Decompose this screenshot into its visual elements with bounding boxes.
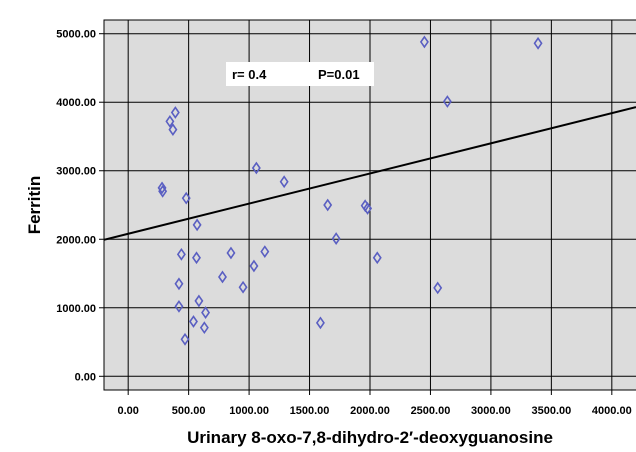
data-point [533,36,543,50]
data-point [315,316,325,330]
data-point [170,106,180,119]
x-tick-label: 0.00 [117,405,138,417]
x-tick-label: 1500.00 [290,405,330,417]
data-point [218,270,227,284]
data-point [199,321,209,335]
data-point [331,232,341,245]
x-axis-title: Urinary 8-oxo-7,8-dihydro-2′-deoxyguanos… [187,428,553,447]
data-point [251,161,261,175]
data-point [158,184,168,198]
data-point [168,123,178,137]
data-points [157,35,543,346]
data-point [194,294,204,308]
data-point [192,218,202,232]
x-tick-label: 4000.00 [592,405,632,417]
x-tick-label: 3500.00 [531,405,571,417]
data-point [188,315,198,328]
data-point [201,306,211,319]
data-point [323,198,333,212]
data-point [174,300,184,313]
data-point [181,191,191,205]
data-point [176,247,186,261]
data-point [433,281,443,295]
x-tick-labels: 0.00 500.00 1000.00 1500.00 2000.00 2500.00 30… [117,405,631,417]
y-axis-title: Ferritin [25,176,44,235]
x-tick-label: 2500.00 [411,405,451,417]
regression-line [103,106,636,241]
y-tick-label: 3000.00 [56,166,96,178]
data-point [157,181,167,195]
data-point [165,115,175,128]
data-point [442,95,452,108]
data-point [260,245,270,258]
data-point [419,35,429,49]
y-tick-label: 1000.00 [56,303,96,315]
data-point [180,332,190,346]
data-point [174,277,184,291]
correlation-annotation: r= 0.4 P=0.01 [226,62,374,86]
data-point [249,259,259,273]
y-tick-label: 2000.00 [56,234,96,246]
data-point [372,251,382,265]
y-tick-label: 5000.00 [56,29,96,41]
y-tick-labels: 0.00 1000.00 2000.00 3000.00 4000.00 5000.00 [56,29,96,384]
x-tick-label: 500.00 [172,405,206,417]
x-tick-label: 3000.00 [471,405,511,417]
p-value-text: P=0.01 [318,67,360,82]
y-tick-label: 4000.00 [56,97,96,109]
data-point [192,251,201,265]
data-point [363,202,373,215]
y-tick-label: 0.00 [75,371,96,383]
x-tick-label: 1000.00 [229,405,269,417]
x-tick-label: 2000.00 [350,405,390,417]
annotation-box [226,62,374,86]
data-point [238,280,248,294]
axis-ticks [99,33,613,395]
correlation-r-text: r= 0.4 [232,67,267,82]
data-point [226,246,236,260]
data-point [279,175,289,189]
